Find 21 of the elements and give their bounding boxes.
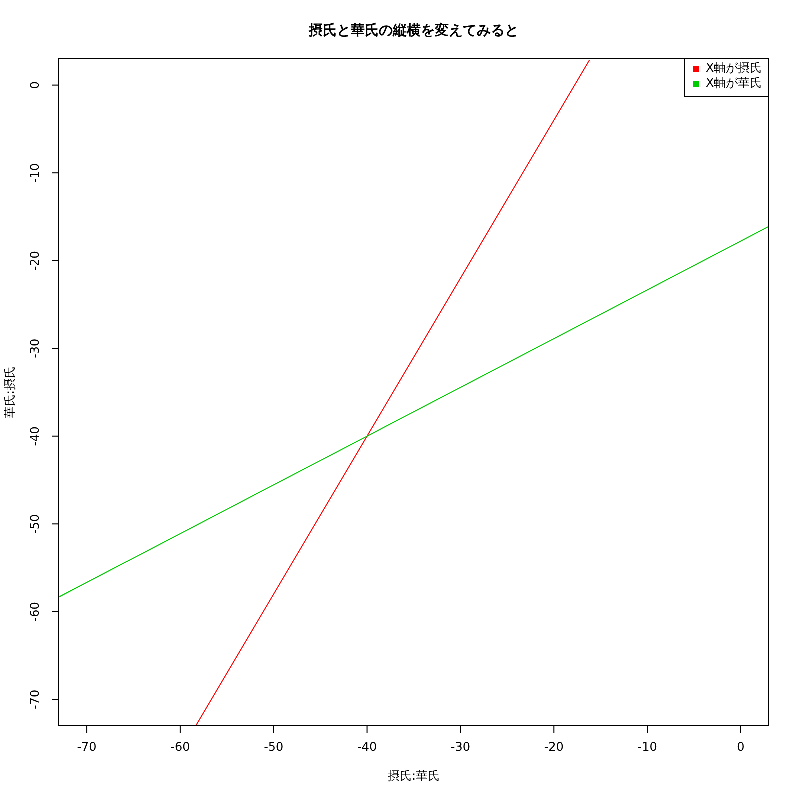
chart-title: 摂氏と華氏の縦横を変えてみると bbox=[308, 22, 519, 39]
y-tick-label: -10 bbox=[28, 163, 42, 183]
y-tick-label: -60 bbox=[28, 602, 42, 622]
x-tick-label: -40 bbox=[357, 740, 378, 754]
y-tick-label: -40 bbox=[28, 426, 42, 446]
legend-label: X軸が華氏 bbox=[706, 76, 762, 90]
y-tick-label: -30 bbox=[28, 338, 42, 358]
x-tick-label: -20 bbox=[544, 740, 564, 754]
x-tick-label: -60 bbox=[170, 740, 190, 754]
y-axis-title: 華氏:摂氏 bbox=[3, 366, 17, 419]
y-tick-label: -50 bbox=[28, 514, 42, 534]
x-axis-title: 摂氏:華氏 bbox=[388, 769, 440, 783]
legend-label: X軸が摂氏 bbox=[706, 61, 762, 75]
y-tick-label: -70 bbox=[28, 690, 42, 710]
x-tick-label: -10 bbox=[638, 740, 658, 754]
x-tick-label: 0 bbox=[737, 740, 745, 754]
y-tick-label: -20 bbox=[28, 251, 42, 271]
x-tick-label: -70 bbox=[77, 740, 97, 754]
x-tick-label: -30 bbox=[450, 740, 471, 754]
x-tick-label: -50 bbox=[264, 740, 284, 754]
y-tick-label: 0 bbox=[28, 82, 42, 90]
